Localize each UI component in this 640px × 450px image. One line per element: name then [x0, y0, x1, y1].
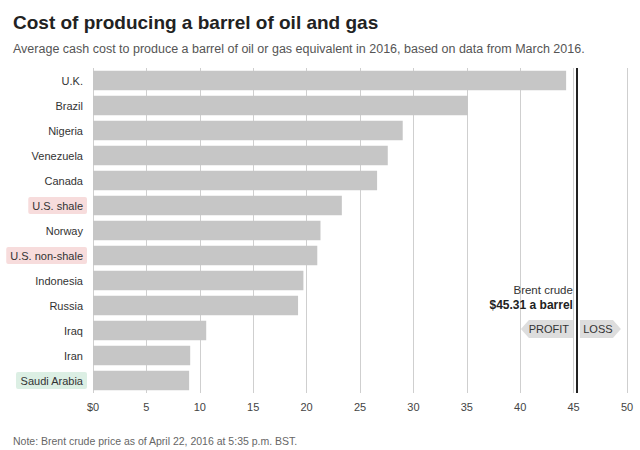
- svg-text:LOSS: LOSS: [583, 323, 612, 335]
- svg-text:Cost of producing a barrel of: Cost of producing a barrel of oil and ga…: [13, 12, 378, 33]
- svg-text:45: 45: [567, 401, 579, 413]
- svg-text:PROFIT: PROFIT: [529, 323, 570, 335]
- svg-text:U.K.: U.K.: [62, 75, 83, 87]
- svg-text:35: 35: [461, 401, 473, 413]
- svg-text:Average cash cost to produce a: Average cash cost to produce a barrel of…: [13, 42, 585, 56]
- svg-text:Canada: Canada: [44, 175, 83, 187]
- svg-text:Saudi Arabia: Saudi Arabia: [21, 375, 84, 387]
- svg-text:U.S. shale: U.S. shale: [32, 200, 83, 212]
- svg-text:40: 40: [514, 401, 526, 413]
- svg-text:Brazil: Brazil: [55, 100, 83, 112]
- svg-text:Indonesia: Indonesia: [35, 275, 84, 287]
- svg-text:5: 5: [143, 401, 149, 413]
- svg-text:Russia: Russia: [49, 300, 84, 312]
- svg-text:Iran: Iran: [64, 350, 83, 362]
- svg-text:Norway: Norway: [46, 225, 84, 237]
- svg-text:30: 30: [407, 401, 419, 413]
- svg-text:15: 15: [247, 401, 259, 413]
- svg-text:$45.31 a barrel: $45.31 a barrel: [490, 298, 573, 312]
- svg-text:10: 10: [194, 401, 206, 413]
- svg-text:Venezuela: Venezuela: [32, 150, 84, 162]
- svg-text:Brent crude: Brent crude: [513, 284, 572, 296]
- svg-text:$0: $0: [87, 401, 99, 413]
- svg-text:Iraq: Iraq: [64, 325, 83, 337]
- svg-text:U.S. non-shale: U.S. non-shale: [10, 250, 83, 262]
- svg-text:25: 25: [354, 401, 366, 413]
- svg-text:Nigeria: Nigeria: [48, 125, 84, 137]
- svg-text:50: 50: [621, 401, 633, 413]
- svg-text:Note: Brent crude price as of: Note: Brent crude price as of April 22, …: [13, 435, 297, 447]
- svg-text:20: 20: [300, 401, 312, 413]
